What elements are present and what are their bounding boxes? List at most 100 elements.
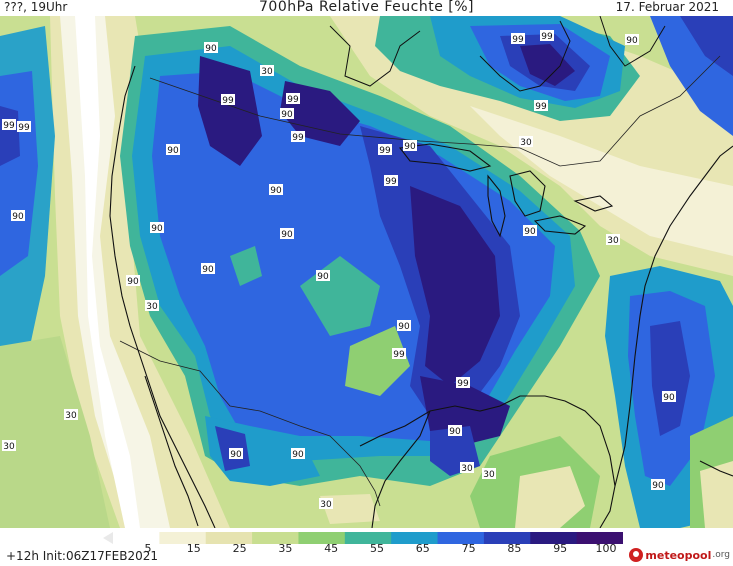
colorbar-segment	[113, 532, 160, 544]
contour-label-text: 99	[3, 121, 15, 131]
contour-label: 90	[150, 222, 164, 234]
run-init-label: +12h Init:06Z17FEB2021	[6, 549, 158, 563]
contour-label: 99	[286, 93, 300, 105]
contour-label-text: 99	[287, 95, 299, 105]
contour-label-text: 90	[230, 450, 242, 460]
great-lakes	[398, 143, 614, 238]
colorbar-tick-label: 5	[144, 542, 152, 555]
contour-label: 99	[384, 175, 398, 187]
humidity-map[interactable]: 90 99 99 90 99 90 99 90 90 99 90 99 99 90 90 90 90 90 30 30…	[0, 16, 733, 528]
contour-label-text: 30	[607, 236, 619, 246]
contour-label: 99	[2, 119, 16, 131]
contour-label-text: 30	[461, 464, 473, 474]
contour-label-text: 99	[457, 379, 469, 389]
contour-label-text: 30	[320, 500, 332, 510]
colorbar-segment	[344, 532, 392, 544]
map-date: 17. Februar 2021	[615, 0, 719, 14]
colorbar-segment	[437, 532, 485, 544]
contour-label: 90	[397, 320, 411, 332]
meteopool-logo-icon	[629, 548, 644, 562]
contour-label-text: 90	[449, 427, 461, 437]
contour-label-text: 30	[3, 442, 15, 452]
colorbar-tick-label: 75	[461, 542, 476, 555]
colorbar-tick-label: 45	[324, 542, 339, 555]
colorbar-tick-label: 25	[232, 542, 247, 555]
contour-label: 99	[17, 121, 31, 133]
contour-label: 90	[403, 140, 417, 152]
contour-label: 30	[319, 498, 333, 510]
colorbar-tick-label: 15	[186, 542, 201, 555]
contour-label: 90	[204, 42, 218, 54]
colorbar-tick-label: 35	[278, 542, 293, 555]
contour-label-text: 30	[65, 411, 77, 421]
contour-label: 99	[456, 377, 470, 389]
contour-label-text: 30	[520, 138, 532, 148]
contour-label: 90	[625, 34, 639, 46]
contour-label: 99	[540, 30, 554, 42]
contour-label: 99	[221, 94, 235, 106]
contour-label-text: 30	[146, 302, 158, 312]
contour-label: 30	[2, 440, 16, 452]
contour-label-text: 90	[167, 146, 179, 156]
contour-label-text: 90	[205, 44, 217, 54]
contour-label-text: 90	[663, 393, 675, 403]
northern-coast	[329, 16, 666, 92]
contour-label: 99	[534, 100, 548, 112]
contour-label-text: 90	[626, 36, 638, 46]
contour-label-text: 30	[261, 67, 273, 77]
contour-label-text: 30	[483, 470, 495, 480]
contour-label: 90	[269, 184, 283, 196]
valid-time-label: ???, 19Uhr	[4, 0, 68, 14]
colorbar-tick-label: 55	[370, 542, 384, 555]
contour-label-text: 90	[404, 142, 416, 152]
map-title: 700hPa Relative Feuchte [%]	[259, 0, 474, 15]
contour-label: 90	[523, 225, 537, 237]
contour-label: 90	[11, 210, 25, 222]
contour-label-text: 90	[317, 272, 329, 282]
contour-label: 30	[519, 136, 533, 148]
colorbar-segment	[483, 532, 531, 544]
contour-label: 90	[166, 144, 180, 156]
logo-text: meteopool	[645, 548, 712, 562]
contour-label-text: 99	[541, 32, 553, 42]
contour-label-text: 90	[652, 481, 664, 491]
meteopool-logo[interactable]: meteopool .org	[629, 545, 730, 565]
contour-label: 99	[392, 348, 406, 360]
contour-label: 30	[64, 409, 78, 421]
colorbar-segment	[159, 532, 207, 544]
contour-label-text: 90	[127, 277, 139, 287]
contour-label-text: 90	[202, 265, 214, 275]
contour-label-text: 99	[222, 96, 234, 106]
contour-label: 90	[316, 270, 330, 282]
contour-label-text: 90	[12, 212, 24, 222]
contour-label: 30	[145, 300, 159, 312]
coastlines	[109, 65, 733, 528]
contour-label-text: 99	[379, 146, 391, 156]
map-footer: 5 15 25 35 45 55 65 75 85 95 100 +12h Init:06Z17FE…	[0, 528, 733, 566]
logo-tld: .org	[712, 550, 730, 560]
contour-label: 30	[606, 234, 620, 246]
colorbar-tick-label: 100	[595, 542, 617, 555]
contour-label-text: 99	[512, 35, 524, 45]
contour-label-text: 99	[292, 133, 304, 143]
contour-label-text: 99	[18, 123, 30, 133]
contour-label: 90	[280, 228, 294, 240]
contour-label-text: 90	[281, 110, 293, 120]
contour-label-text: 90	[270, 186, 282, 196]
contour-label: 30	[482, 468, 496, 480]
contour-label-text: 90	[281, 230, 293, 240]
contour-label: 90	[448, 425, 462, 437]
colorbar-segment	[205, 532, 253, 544]
colorbar-tick-label: 85	[507, 542, 522, 555]
contour-label: 90	[126, 275, 140, 287]
contour-label: 90	[201, 263, 215, 275]
colorbar-ticks: 5 15 25 35 45 55 65 75 85 95 100	[0, 528, 733, 558]
contour-label: 99	[511, 33, 525, 45]
colorbar-strip	[103, 532, 624, 544]
contour-label-text: 99	[385, 177, 397, 187]
map-header: ???, 19Uhr 700hPa Relative Feuchte [%] 1…	[0, 0, 733, 16]
contour-label: 99	[378, 144, 392, 156]
colorbar	[103, 530, 624, 549]
contour-label-text: 90	[524, 227, 536, 237]
